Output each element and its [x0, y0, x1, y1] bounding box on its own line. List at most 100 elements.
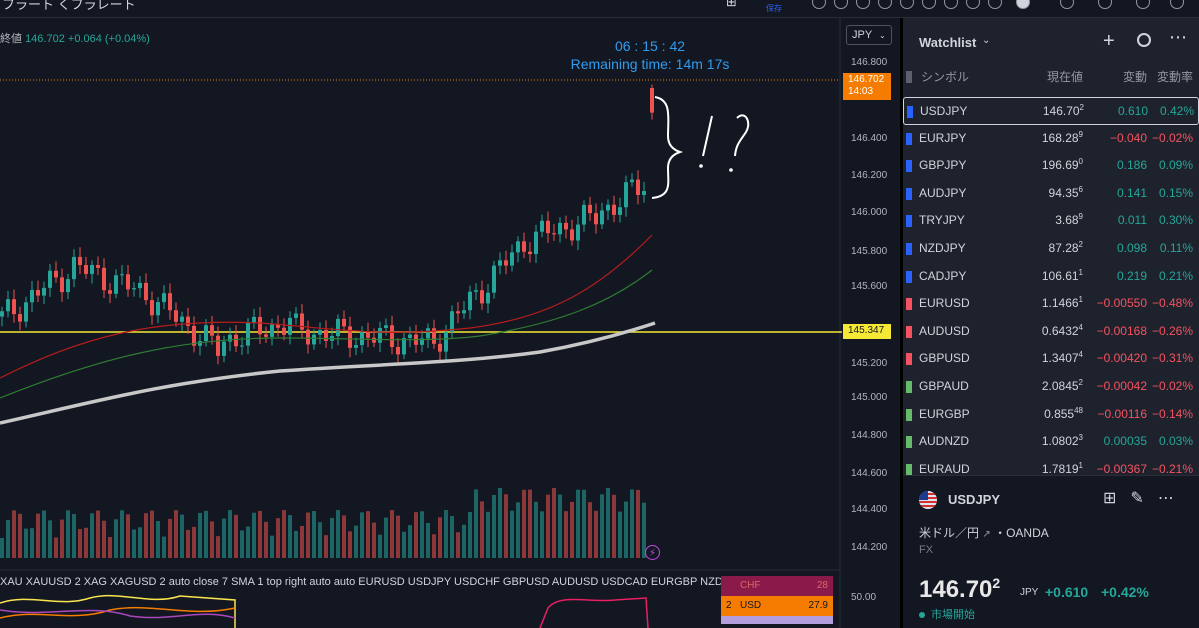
- toolbar-circle-icon[interactable]: [922, 0, 936, 9]
- chart-pane[interactable]: 終値 146.702 +0.064 (+0.04%) 06 : 15 : 42 …: [0, 18, 900, 628]
- header-change-pct[interactable]: 変動率: [1156, 70, 1193, 84]
- flag-icon[interactable]: [906, 436, 912, 449]
- camera-icon[interactable]: [1136, 0, 1150, 9]
- watchlist-row[interactable]: EURAUD 1.78191 −0.00367 −0.21%: [903, 456, 1199, 484]
- indicator-settings-text[interactable]: XAU XAUUSD 2 XAG XAGUSD 2 auto close 7 S…: [0, 576, 731, 588]
- flag-icon[interactable]: [906, 160, 912, 173]
- pie-chart-icon[interactable]: [1137, 33, 1151, 47]
- more-icon[interactable]: ⋯: [1169, 27, 1188, 47]
- flag-icon[interactable]: [906, 325, 912, 338]
- settings-icon[interactable]: [1170, 0, 1184, 9]
- watchlist-row[interactable]: TRYJPY 3.689 0.011 0.30%: [903, 207, 1199, 235]
- volume-bar: [468, 511, 472, 558]
- watchlist-rows: USDJPY 146.702 0.610 0.42% EURJPY 168.289 −0.0…: [903, 97, 1199, 483]
- toolbar-circle-icon[interactable]: [856, 0, 870, 9]
- save-button[interactable]: 保存: [766, 4, 782, 13]
- toolbar-circle-icon[interactable]: [900, 0, 914, 9]
- toolbar-circle-icon[interactable]: [966, 0, 980, 9]
- header-last[interactable]: 現在値: [1046, 70, 1083, 84]
- edit-icon[interactable]: ✎: [1130, 490, 1158, 507]
- candle-body: [282, 327, 286, 335]
- flag-icon[interactable]: [906, 380, 912, 393]
- volume-bar: [612, 494, 616, 558]
- row-change-pct: −0.02%: [1151, 130, 1193, 145]
- watchlist-row[interactable]: EURUSD 1.14661 −0.00550 −0.48%: [903, 290, 1199, 318]
- toolbar-circle-icon[interactable]: [834, 0, 848, 9]
- header-symbol[interactable]: シンボル: [921, 70, 970, 84]
- candle-body: [336, 318, 340, 337]
- toolbar-active-icon[interactable]: [1016, 0, 1030, 9]
- flag-icon[interactable]: [906, 463, 912, 476]
- toolbar-circle-icon[interactable]: [812, 0, 826, 9]
- volume-bar: [168, 518, 172, 558]
- row-change-pct: 0.30%: [1158, 213, 1193, 228]
- watchlist-header: シンボル 現在値 変動 変動率: [903, 68, 1199, 88]
- chevron-down-icon[interactable]: ⌄: [982, 35, 991, 46]
- toolbar-hexagon-icon[interactable]: [1098, 0, 1112, 9]
- watchlist-row[interactable]: NZDJPY 87.282 0.098 0.11%: [903, 235, 1199, 263]
- watchlist-row[interactable]: AUDJPY 94.356 0.141 0.15%: [903, 180, 1199, 208]
- candle-body: [360, 331, 364, 346]
- row-last: 168.289: [1041, 129, 1083, 145]
- external-link-icon[interactable]: ↗: [982, 529, 991, 540]
- search-icon[interactable]: [1060, 0, 1074, 9]
- strength-currency: USD: [740, 600, 762, 611]
- candle-body: [210, 325, 214, 336]
- watchlist-row[interactable]: CADJPY 106.611 0.219 0.21%: [903, 263, 1199, 291]
- watchlist-title[interactable]: Watchlist: [919, 35, 977, 50]
- more-icon[interactable]: ⋯: [1157, 490, 1188, 507]
- currency-strength-table: CHF 28 2 USD 27.9: [721, 576, 833, 624]
- flag-icon[interactable]: [906, 408, 912, 421]
- layout-icon[interactable]: ⊞: [726, 0, 737, 9]
- toolbar-circle-icon[interactable]: [944, 0, 958, 9]
- candle-body: [546, 220, 550, 234]
- volume-bar: [72, 514, 76, 558]
- volume-bar: [270, 535, 274, 558]
- volume-bar: [246, 526, 250, 558]
- volume-bar: [30, 528, 34, 558]
- toolbar-circle-icon[interactable]: [878, 0, 892, 9]
- flag-icon[interactable]: [906, 353, 912, 366]
- flag-icon[interactable]: [906, 298, 912, 311]
- pane-divider[interactable]: [900, 18, 903, 628]
- flag-icon[interactable]: [906, 270, 912, 283]
- watchlist-panel: Watchlist ⌄ + ⋯ シンボル 現在値 変動 変動率 USDJPY 14…: [903, 18, 1199, 628]
- watchlist-row[interactable]: GBPAUD 2.08452 −0.00042 −0.02%: [903, 373, 1199, 401]
- flag-icon: [906, 71, 912, 83]
- volume-bar: [252, 512, 256, 558]
- candle-body: [150, 300, 154, 316]
- details-exchange[interactable]: ・OANDA: [994, 526, 1049, 540]
- candle-body: [618, 207, 622, 215]
- grid-icon[interactable]: ⊞: [1103, 490, 1131, 507]
- currency-selector[interactable]: JPY ⌄: [846, 25, 892, 45]
- flag-icon[interactable]: [906, 132, 912, 145]
- watchlist-row[interactable]: GBPJPY 196.690 0.186 0.09%: [903, 152, 1199, 180]
- candle-body: [408, 334, 412, 339]
- flag-icon[interactable]: [906, 242, 912, 255]
- volume-bar: [192, 526, 196, 558]
- watchlist-row[interactable]: AUDNZD 1.08023 0.00035 0.03%: [903, 428, 1199, 456]
- details-symbol[interactable]: USDJPY: [948, 492, 1001, 507]
- flag-icon[interactable]: [906, 187, 912, 200]
- add-symbol-icon[interactable]: +: [1103, 30, 1115, 52]
- price-chart-canvas[interactable]: [0, 18, 900, 628]
- lightning-icon[interactable]: ⚡: [645, 545, 660, 560]
- candle-body: [18, 314, 22, 322]
- watchlist-row[interactable]: USDJPY 146.702 0.610 0.42%: [903, 97, 1199, 125]
- volume-bar: [552, 488, 556, 558]
- flag-icon[interactable]: [907, 106, 913, 118]
- candle-body: [252, 316, 256, 323]
- flag-icon[interactable]: [906, 215, 912, 228]
- watchlist-row[interactable]: GBPUSD 1.34074 −0.00420 −0.31%: [903, 345, 1199, 373]
- watchlist-row[interactable]: EURJPY 168.289 −0.040 −0.02%: [903, 125, 1199, 153]
- volume-bar: [234, 514, 238, 558]
- volume-bar: [264, 521, 268, 558]
- volume-bar: [336, 510, 340, 558]
- candle-body: [0, 311, 4, 317]
- header-change[interactable]: 変動: [1122, 70, 1147, 84]
- watchlist-row[interactable]: EURGBP 0.85548 −0.00116 −0.14%: [903, 401, 1199, 429]
- candle-body: [276, 324, 280, 328]
- toolbar-circle-icon[interactable]: [988, 0, 1002, 9]
- watchlist-row[interactable]: AUDUSD 0.64324 −0.00168 −0.26%: [903, 318, 1199, 346]
- toolbar-left-text[interactable]: フラート くフラレート: [2, 0, 136, 12]
